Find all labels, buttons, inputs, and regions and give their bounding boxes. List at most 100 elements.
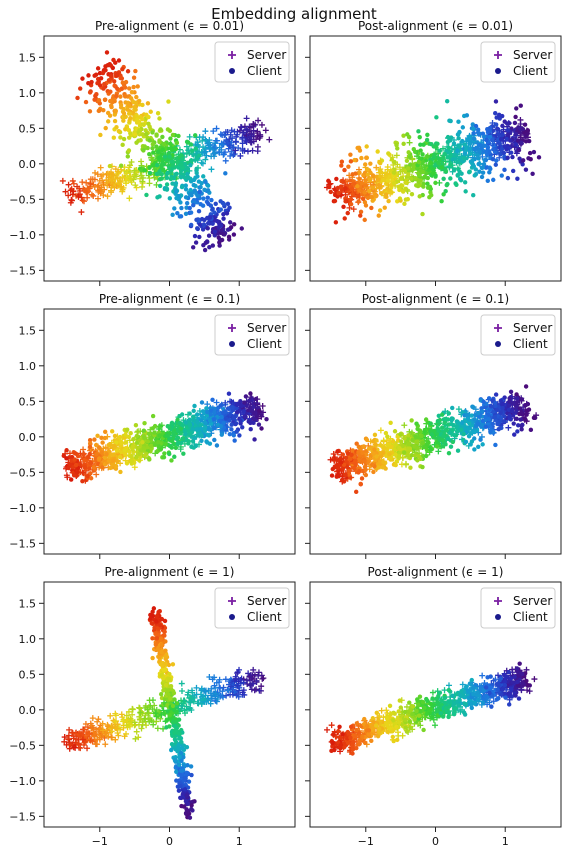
client-point xyxy=(383,430,389,436)
client-point xyxy=(212,437,217,443)
client-point xyxy=(184,139,190,145)
client-point xyxy=(125,69,131,74)
client-point xyxy=(493,99,499,104)
client-point xyxy=(480,442,485,447)
client-point xyxy=(496,112,502,118)
server-point xyxy=(72,744,79,751)
client-point xyxy=(353,462,358,467)
server-point xyxy=(65,732,72,739)
client-point xyxy=(134,140,139,145)
client-point xyxy=(77,461,82,467)
server-point xyxy=(235,693,242,700)
client-point xyxy=(357,148,363,153)
client-point xyxy=(176,746,182,752)
server-point xyxy=(222,676,229,683)
client-point xyxy=(357,188,362,193)
server-point xyxy=(137,709,144,716)
client-point xyxy=(256,422,262,427)
client-point xyxy=(506,402,511,408)
server-point xyxy=(201,149,208,156)
client-point xyxy=(151,606,157,611)
client-point xyxy=(141,428,147,433)
client-point xyxy=(453,156,458,162)
client-point xyxy=(419,433,424,439)
client-point xyxy=(189,191,194,196)
client-point xyxy=(157,169,162,174)
server-point xyxy=(93,741,100,748)
client-point xyxy=(194,166,199,172)
client-point xyxy=(348,197,354,202)
client-point xyxy=(410,437,415,443)
client-point xyxy=(248,420,253,426)
client-point xyxy=(211,425,217,431)
client-point xyxy=(243,394,249,399)
client-point xyxy=(159,162,164,168)
client-point xyxy=(207,418,213,423)
server-point xyxy=(213,399,220,406)
server-point xyxy=(247,672,254,679)
client-point xyxy=(468,135,473,141)
client-point xyxy=(194,156,200,162)
y-tick-label: 1.5 xyxy=(19,324,37,337)
client-point xyxy=(242,414,248,419)
server-point xyxy=(114,721,121,728)
client-point xyxy=(209,197,214,203)
y-tick-label: 1.5 xyxy=(19,51,37,64)
client-point xyxy=(122,85,128,90)
client-point xyxy=(464,113,470,118)
client-point xyxy=(116,129,122,134)
client-point xyxy=(522,122,528,127)
client-point xyxy=(257,408,262,414)
client-point xyxy=(161,668,166,673)
client-point xyxy=(340,179,346,184)
client-point xyxy=(113,108,118,114)
server-point xyxy=(126,195,133,202)
client-point xyxy=(394,142,399,148)
client-point xyxy=(110,429,115,434)
client-point xyxy=(248,427,253,432)
client-point xyxy=(155,195,160,200)
client-point xyxy=(501,419,506,424)
server-point xyxy=(124,170,131,177)
client-point xyxy=(363,162,368,167)
server-point xyxy=(204,401,211,408)
client-point xyxy=(518,103,523,108)
y-tick-label: −0.5 xyxy=(9,193,36,206)
client-point xyxy=(126,449,132,455)
client-point xyxy=(455,448,461,453)
client-point xyxy=(175,429,181,434)
client-point xyxy=(339,477,345,483)
client-point xyxy=(211,417,216,422)
client-point xyxy=(420,152,425,157)
client-point xyxy=(490,421,496,427)
client-point xyxy=(401,133,406,138)
client-point xyxy=(479,146,484,151)
client-point xyxy=(514,106,519,111)
client-point xyxy=(107,442,113,447)
client-point xyxy=(179,162,184,167)
client-point xyxy=(378,443,383,448)
client-point xyxy=(99,435,104,441)
client-point xyxy=(420,211,425,217)
server-point xyxy=(241,691,248,698)
server-point xyxy=(384,163,391,170)
client-point xyxy=(433,180,438,186)
client-point xyxy=(342,216,347,221)
server-point xyxy=(78,209,85,216)
client-point xyxy=(370,198,375,203)
client-point xyxy=(494,158,499,163)
client-point xyxy=(185,171,190,177)
client-point xyxy=(428,447,433,452)
panel-title: Post-alignment (ϵ = 0.01) xyxy=(358,19,513,33)
client-point xyxy=(203,179,208,185)
client-point xyxy=(347,178,353,183)
client-point xyxy=(531,149,537,155)
client-point xyxy=(174,195,179,201)
client-point xyxy=(125,154,131,159)
client-point xyxy=(80,76,85,81)
client-point xyxy=(152,430,157,435)
panel-title: Pre-alignment (ϵ = 0.1) xyxy=(99,292,240,306)
client-point xyxy=(506,128,511,133)
server-point xyxy=(214,696,221,703)
